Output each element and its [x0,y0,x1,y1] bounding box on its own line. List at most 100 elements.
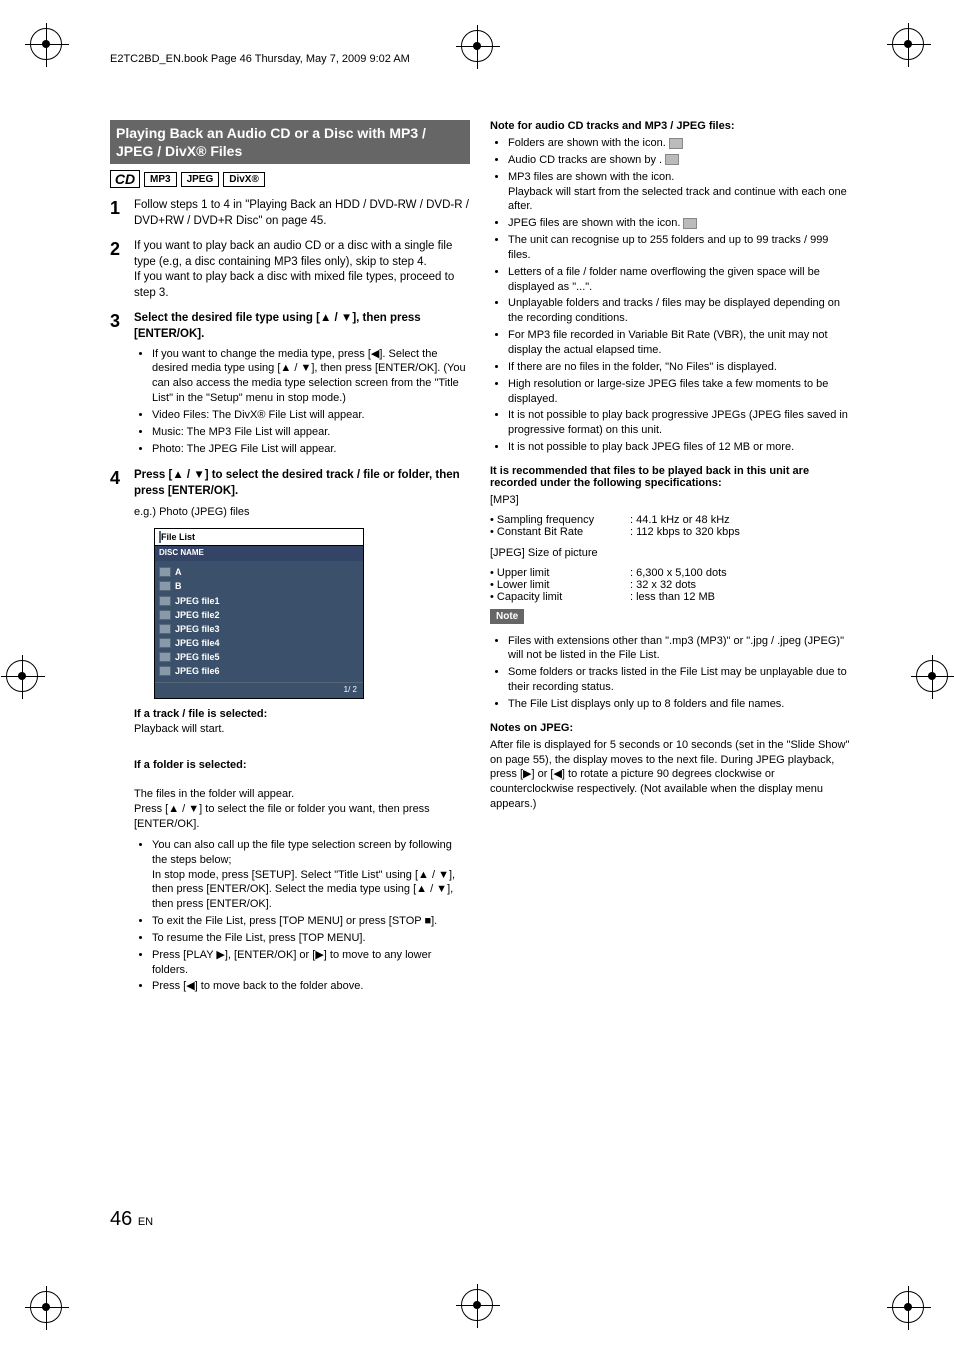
jpeg-icon [159,638,171,648]
file-row-label: JPEG file5 [175,651,220,663]
bullet-item: Press [◀] to move back to the folder abo… [152,979,470,994]
step-number: 3 [110,311,126,458]
reg-mark-br [892,1291,924,1323]
file-row-label: B [175,580,182,592]
spec-value: : 32 x 32 dots [630,579,696,591]
right-bullets: Folders are shown with the icon. Audio C… [508,136,850,455]
file-row: B [159,579,359,593]
bullet-item: To resume the File List, press [TOP MENU… [152,931,470,946]
bullet-item: You can also call up the file type selec… [152,838,470,912]
spec-label: • Lower limit [490,579,630,591]
spec-label: • Capacity limit [490,591,630,603]
page-number: 46 EN [110,1208,153,1231]
cd-icon: CD [110,170,140,188]
file-row: JPEG file4 [159,636,359,650]
step-number: 2 [110,239,126,301]
step-2-body: If you want to play back an audio CD or … [134,239,470,301]
step-3-bullets: If you want to change the media type, pr… [152,347,470,457]
bullet-item: Files with extensions other than ".mp3 (… [508,634,850,664]
bullet-item: MP3 files are shown with the icon. Playb… [508,170,850,215]
section-title-band: Playing Back an Audio CD or a Disc with … [110,120,470,164]
bullet-item: To exit the File List, press [TOP MENU] … [152,914,470,929]
bullet-item: It is not possible to play back JPEG fil… [508,440,850,455]
recommended-heading: It is recommended that files to be playe… [490,465,850,489]
spec-label: • Upper limit [490,567,630,579]
format-pill-divx: DivX® [223,172,265,187]
eg-label: e.g.) Photo (JPEG) files [134,505,470,520]
bullet-item: High resolution or large-size JPEG files… [508,377,850,407]
spec-value: : 44.1 kHz or 48 kHz [630,514,730,526]
bullet-item: Music: The MP3 File List will appear. [152,425,470,440]
note-pill: Note [490,609,524,624]
file-row: JPEG file1 [159,594,359,608]
track-selected-head: If a track / file is selected: [134,708,267,720]
bullet-item: For MP3 file recorded in Variable Bit Ra… [508,328,850,358]
jpeg-icon [159,610,171,620]
book-header: E2TC2BD_EN.book Page 46 Thursday, May 7,… [110,53,410,65]
folder-selected-body: The files in the folder will appear. Pre… [134,788,430,830]
page-number-value: 46 [110,1208,132,1230]
file-row-label: JPEG file3 [175,623,220,635]
step-4-head: Press [▲ / ▼] to select the desired trac… [134,469,460,497]
file-row-label: JPEG file6 [175,665,220,677]
bullet-item: Audio CD tracks are shown by . [508,153,850,168]
bullet-item: The unit can recognise up to 255 folders… [508,233,850,263]
reg-mark-mb [461,1289,493,1321]
right-column: Note for audio CD tracks and MP3 / JPEG … [490,120,850,1006]
cd-track-icon [665,154,679,165]
bullet-item: Press [PLAY ▶], [ENTER/OK] or [▶] to mov… [152,948,470,978]
folder-selected-head: If a folder is selected: [134,759,246,771]
file-row: JPEG file6 [159,664,359,678]
file-row-label: A [175,566,182,578]
jpeg-icon [159,624,171,634]
folder-selected: If a folder is selected: The files in th… [134,743,470,832]
bullet-item: Folders are shown with the icon. [508,136,850,151]
note-bullets: Files with extensions other than ".mp3 (… [508,634,850,712]
bullet-item: Video Files: The DivX® File List will ap… [152,408,470,423]
notes-jpeg-heading: Notes on JPEG: [490,722,850,734]
bullet-item: Photo: The JPEG File List will appear. [152,442,470,457]
format-pill-jpeg: JPEG [181,172,220,187]
bullet-item: The File List displays only up to 8 fold… [508,697,850,712]
reg-mark-tr [892,28,924,60]
step-3-head: Select the desired file type using [▲ / … [134,312,421,340]
file-row: A [159,565,359,579]
file-list-title: File List [155,529,363,546]
left-post-bullets: You can also call up the file type selec… [152,838,470,994]
jpeg-icon [159,596,171,606]
jpeg-label: [JPEG] Size of picture [490,546,850,561]
file-list-title-text: File List [161,532,195,542]
step-3: 3 Select the desired file type using [▲ … [110,311,470,458]
bullet-item: Unplayable folders and tracks / files ma… [508,296,850,326]
folder-icon [669,138,683,149]
content-area: Playing Back an Audio CD or a Disc with … [110,120,850,1006]
left-column: Playing Back an Audio CD or a Disc with … [110,120,470,1006]
spec-row: • Constant Bit Rate: 112 kbps to 320 kbp… [490,526,850,538]
track-selected: If a track / file is selected: Playback … [134,707,470,737]
reg-mark-bl [30,1291,62,1323]
reg-mark-tl [30,28,62,60]
step-number: 4 [110,468,126,996]
bullet-text: Audio CD tracks are shown by . [508,154,662,166]
bullet-item: Some folders or tracks listed in the Fil… [508,665,850,695]
bullet-text: JPEG files are shown with the icon. [508,217,680,229]
spec-label: • Sampling frequency [490,514,630,526]
page-number-lang: EN [138,1216,153,1228]
bullet-text: MP3 files are shown with the icon. Playb… [508,171,847,213]
file-row: JPEG file3 [159,622,359,636]
file-row: JPEG file5 [159,650,359,664]
file-row: JPEG file2 [159,608,359,622]
bullet-item: It is not possible to play back progress… [508,408,850,438]
folder-icon [159,567,171,577]
step-2: 2 If you want to play back an audio CD o… [110,239,470,301]
file-list-body: A B JPEG file1 JPEG file2 JPEG file3 JPE… [155,561,363,682]
bullet-text: Folders are shown with the icon. [508,137,666,149]
note-heading: Note for audio CD tracks and MP3 / JPEG … [490,120,850,132]
folder-icon [159,581,171,591]
spec-row: • Lower limit: 32 x 32 dots [490,579,850,591]
spec-value: : 112 kbps to 320 kbps [630,526,740,538]
bullet-item: Letters of a file / folder name overflow… [508,265,850,295]
file-row-label: JPEG file1 [175,595,220,607]
spec-row: • Upper limit: 6,300 x 5,100 dots [490,567,850,579]
bullet-item: JPEG files are shown with the icon. [508,216,850,231]
